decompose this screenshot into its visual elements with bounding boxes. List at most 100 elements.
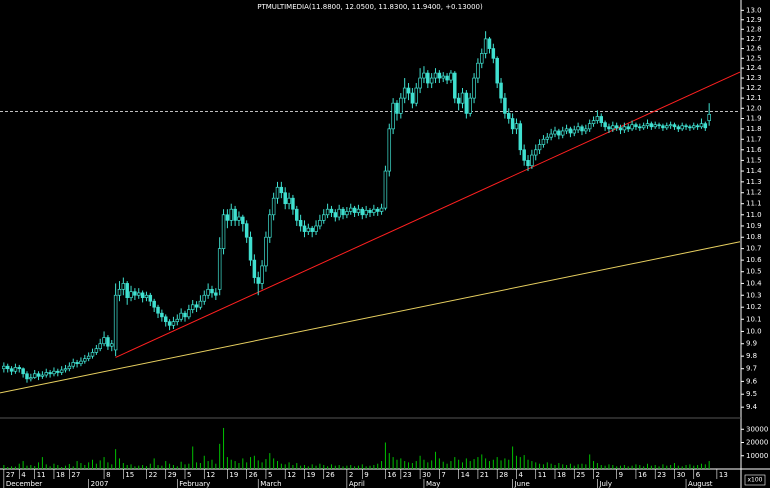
candle-body — [395, 102, 399, 114]
candle-body — [345, 211, 349, 216]
candle-body — [113, 294, 118, 351]
candle-body — [352, 207, 357, 213]
x-tick-label: 11 — [538, 471, 547, 479]
candle-body — [275, 186, 280, 199]
candle-body — [271, 197, 276, 216]
x-tick-label: 7 — [441, 471, 445, 479]
candle-body — [595, 116, 600, 121]
x-tick-label: 23 — [657, 471, 666, 479]
candle-body — [638, 126, 642, 129]
candle-body — [695, 125, 700, 128]
candle-body — [364, 209, 368, 216]
y-tick-label: 11.2 — [746, 189, 762, 197]
candle-body — [56, 370, 60, 373]
x-tick-label: 19 — [306, 471, 315, 479]
y-tick-label: 12.6 — [746, 45, 762, 53]
y-tick-label: 10.2 — [746, 303, 762, 311]
candle-body — [472, 77, 476, 99]
candle-body — [5, 365, 10, 370]
y-tick-label: 12.1 — [746, 94, 762, 102]
y-tick-label: 9.4 — [746, 403, 758, 411]
candle-body — [175, 318, 180, 323]
candle-body — [499, 82, 503, 99]
candle-body — [634, 124, 638, 128]
candle-body — [480, 53, 484, 64]
y-tick-label: 12.7 — [746, 35, 762, 43]
candle-body — [487, 38, 492, 49]
candle-body — [641, 125, 646, 129]
x-tick-label: 16 — [638, 471, 647, 479]
y-tick-label: 12.5 — [746, 54, 762, 62]
candle-body — [44, 372, 48, 376]
candle-body — [564, 128, 569, 132]
candle-body — [25, 373, 29, 380]
y-tick-label: 12.4 — [746, 64, 762, 72]
candle-body — [383, 170, 388, 209]
candle-body — [48, 372, 52, 375]
candle-body — [649, 123, 654, 128]
candle-body — [680, 125, 684, 130]
candle-body — [607, 126, 611, 130]
candle-body — [584, 128, 588, 132]
y-tick-label: 11.3 — [746, 178, 762, 186]
candle-body — [129, 291, 133, 298]
candle-body — [356, 208, 361, 213]
candle-body — [94, 348, 99, 353]
candle-body — [36, 373, 41, 377]
y-tick-label: 10.1 — [746, 315, 762, 323]
y-tick-label: 11.6 — [746, 146, 762, 154]
x-tick-label: 12 — [287, 471, 296, 479]
candle-body — [268, 214, 272, 238]
candle-body — [295, 208, 299, 221]
candle-body — [549, 133, 553, 138]
candle-body — [507, 113, 511, 119]
candle-body — [522, 149, 526, 161]
candle-body — [233, 208, 237, 221]
candle-body — [160, 312, 164, 318]
candle-body — [279, 186, 284, 194]
candle-body — [291, 197, 295, 210]
y-tick-label: 10.4 — [746, 279, 762, 287]
x-tick-label: 8 — [106, 471, 110, 479]
candle-body — [468, 97, 472, 114]
y-tick-label: 10.0 — [746, 327, 762, 335]
candle-body — [202, 294, 207, 302]
candle-body — [244, 223, 249, 238]
y-tick-label: 11.5 — [746, 156, 762, 164]
candle-body — [530, 154, 534, 167]
month-label: June — [514, 480, 530, 488]
candle-body — [140, 292, 145, 298]
y-tick-label: 11.8 — [746, 125, 762, 133]
candle-body — [433, 72, 438, 79]
month-label: August — [688, 480, 713, 488]
y-tick-label: 11.0 — [746, 211, 762, 219]
candle-body — [106, 337, 110, 347]
candle-body — [179, 312, 183, 320]
candle-body — [90, 352, 95, 357]
candle-body — [133, 291, 137, 296]
candle-body — [618, 127, 623, 131]
candle-body — [314, 225, 318, 232]
y-tick-label: 9.5 — [746, 390, 757, 398]
y-tick-label: 13.0 — [746, 6, 762, 14]
candle-body — [183, 312, 187, 318]
candle-body — [217, 248, 222, 290]
candle-body — [691, 125, 696, 129]
x-tick-label: 21 — [480, 471, 489, 479]
candle-body — [560, 130, 565, 136]
candle-body — [375, 208, 380, 212]
candle-body — [310, 227, 314, 232]
month-label: March — [260, 480, 281, 488]
month-label: May — [426, 480, 440, 488]
candle-body — [518, 123, 523, 151]
y-tick-label: 10.7 — [746, 245, 762, 253]
y-tick-label: 9.8 — [746, 352, 757, 360]
y-tick-label: 12.0 — [746, 104, 762, 112]
y-tick-label: 10.3 — [746, 291, 762, 299]
candle-body — [510, 118, 515, 130]
candle-body — [437, 72, 442, 79]
x-tick-label: 5 — [268, 471, 272, 479]
candle-body — [460, 92, 465, 104]
